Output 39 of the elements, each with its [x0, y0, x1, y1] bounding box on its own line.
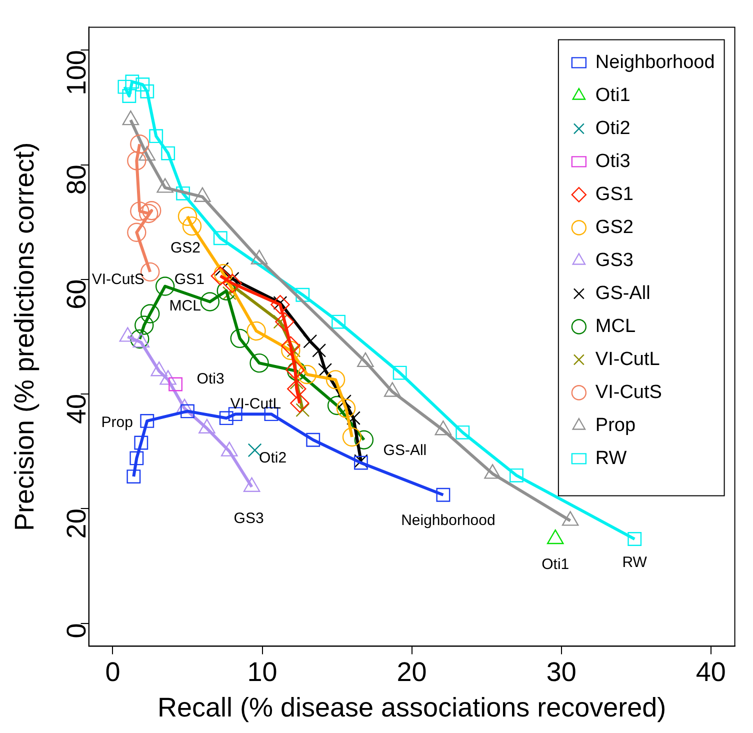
- y-tick-label: 40: [61, 394, 92, 424]
- legend-label: GS2: [595, 216, 634, 238]
- y-tick-label: 80: [61, 164, 92, 195]
- annotation: GS1: [174, 271, 204, 288]
- annotation: GS2: [170, 239, 200, 256]
- y-axis-title: Precision (% predictions correct): [10, 142, 40, 532]
- annotation: GS-All: [383, 442, 427, 460]
- legend-label: VI-CutS: [595, 382, 662, 403]
- x-tick-label: 40: [696, 656, 726, 687]
- y-tick-label: 100: [61, 50, 92, 96]
- legend-label: GS1: [595, 184, 634, 205]
- legend-label: VI-CutL: [595, 348, 660, 370]
- legend-label: RW: [595, 448, 627, 469]
- annotation: MCL: [169, 297, 201, 314]
- legend-label: MCL: [595, 316, 636, 337]
- annotation: VI-CutS: [92, 271, 144, 288]
- y-tick-label: 0: [61, 623, 92, 638]
- legend-label: Prop: [595, 414, 636, 436]
- y-tick-label: 60: [61, 279, 92, 310]
- legend-label: Oti3: [595, 150, 630, 172]
- annotation: Oti1: [542, 556, 570, 574]
- annotation: RW: [622, 554, 648, 572]
- x-axis-title: Recall (% disease associations recovered): [157, 692, 666, 722]
- annotation: GS3: [234, 510, 264, 528]
- legend-label: Oti1: [595, 84, 630, 106]
- legend-label: Neighborhood: [595, 52, 715, 73]
- legend-label: Oti2: [595, 118, 630, 139]
- annotation: VI-CutL: [230, 396, 282, 413]
- annotation: Oti3: [196, 370, 224, 388]
- x-tick-label: 0: [105, 656, 120, 687]
- legend-label: GS3: [595, 250, 634, 271]
- y-tick-label: 20: [61, 508, 92, 539]
- annotation: Neighborhood: [401, 512, 496, 530]
- annotation: Prop: [101, 414, 133, 432]
- x-tick-label: 30: [546, 656, 576, 687]
- x-tick-label: 10: [247, 656, 278, 687]
- annotation: Oti2: [259, 449, 287, 466]
- x-tick-label: 20: [396, 656, 427, 687]
- legend-label: GS-All: [595, 282, 650, 304]
